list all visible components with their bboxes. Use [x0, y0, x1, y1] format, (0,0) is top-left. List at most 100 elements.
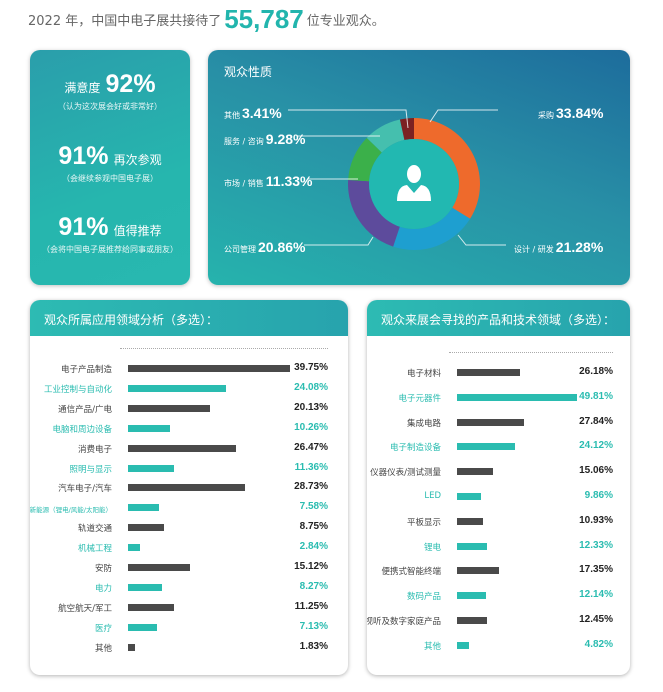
bar-value: 10.26%: [294, 421, 328, 433]
person-icon: [397, 165, 431, 201]
bar-row: 通信产品/广电 20.13%: [30, 402, 328, 416]
bar: [457, 517, 484, 525]
bar-row: 消费电子 26.47%: [30, 442, 328, 456]
label-marketing: 市场 / 销售 11.33%: [224, 173, 313, 189]
bar-label: 通信产品/广电: [58, 404, 112, 415]
bar-label: LED: [424, 491, 441, 501]
bar: [457, 542, 487, 550]
donut-slice-1: [393, 207, 471, 250]
bar-label: 机械工程: [77, 544, 112, 555]
label-service: 服务 / 咨询 9.28%: [224, 131, 306, 147]
stat-value: 91%: [58, 213, 109, 241]
bar-row: 仪器仪表/测试测量 15.06%: [367, 465, 613, 479]
bar-value: 10.93%: [579, 514, 613, 526]
dotted-divider: [449, 352, 613, 353]
label-management: 公司管理 20.86%: [224, 239, 306, 255]
bar: [128, 643, 136, 651]
bar-row: 其他 1.83%: [30, 641, 328, 655]
bar-label: 医疗: [94, 623, 112, 634]
dotted-divider: [120, 348, 328, 349]
stat-satisfaction: 满意度 92% （认为这次展会好或非常好）: [30, 70, 190, 112]
bar-label: 平板显示: [406, 517, 441, 528]
bar: [128, 365, 291, 372]
stat-note: （认为这次展会好或非常好）: [58, 102, 162, 111]
bar-row: 电子制造设备 24.12%: [367, 440, 613, 454]
bar: [128, 564, 190, 571]
stat-label: 再次参观: [113, 153, 162, 167]
bar-label: 照明与显示: [69, 464, 112, 475]
bar: [457, 443, 516, 451]
stat-note: （会继续参观中国电子展）: [62, 174, 158, 183]
bar: [457, 617, 487, 624]
bar-row: 航空航天/军工 11.25%: [30, 601, 328, 615]
headline-suffix: 位专业观众。: [306, 14, 385, 29]
bar-label: 视听及数字家庭产品: [367, 617, 441, 627]
donut-slice-3: [348, 137, 382, 182]
bar-label: 锂电: [423, 542, 441, 553]
satisfaction-card: 满意度 92% （认为这次展会好或非常好） 91% 再次参观 （会继续参观中国电…: [30, 50, 190, 285]
stat-label: 满意度: [64, 81, 101, 95]
donut-center: [369, 139, 459, 229]
stat-label: 值得推荐: [113, 224, 162, 238]
bar: [128, 544, 140, 552]
bar-value: 7.58%: [299, 501, 328, 513]
bar-row: 电子元器件 49.81%: [367, 391, 613, 405]
bar-row: 平板显示 10.93%: [367, 515, 613, 529]
bar-value: 2.84%: [299, 541, 328, 553]
audience-nature-card: 观众性质 采购 33.84% 设计 / 研发 21.28% 公司管理 20.86% 市…: [208, 50, 630, 285]
bar-value: 9.86%: [584, 490, 613, 501]
bar-value: 26.47%: [294, 441, 328, 453]
bar-value: 15.06%: [579, 465, 613, 477]
bar-label: 电脑和周边设备: [52, 424, 112, 435]
bar-value: 20.13%: [294, 401, 328, 413]
bar-label: 电子制造设备: [389, 443, 441, 454]
bar-value: 39.75%: [294, 362, 328, 373]
label-design: 设计 / 研发 21.28%: [514, 239, 604, 255]
bar-label: 电子产品制造: [60, 365, 112, 375]
bar: [457, 418, 525, 426]
bar: [128, 623, 158, 631]
chart-title: 观众性质: [224, 65, 273, 79]
stat-revisit: 91% 再次参观 （会继续参观中国电子展）: [30, 142, 190, 184]
bar-row: LED 9.86%: [367, 490, 613, 504]
bar-row: 电子材料 26.18%: [367, 366, 613, 380]
bar-label: 安防: [94, 564, 112, 574]
bar: [128, 464, 175, 472]
bar-label: 轨道交通: [77, 524, 112, 535]
bar-value: 8.75%: [299, 521, 328, 533]
bar-label: 电子材料: [406, 369, 441, 379]
bar-value: 8.27%: [299, 580, 328, 592]
bar: [128, 583, 162, 591]
stat-note: （会将中国电子展推荐给同事或朋友）: [42, 245, 178, 254]
donut-slice-2: [348, 179, 400, 247]
stat-value: 91%: [58, 142, 109, 170]
bar: [457, 468, 494, 476]
bar-value: 11.36%: [294, 461, 328, 473]
bar-row: 集成电路 27.84%: [367, 416, 613, 430]
bar-label: 其他: [94, 643, 112, 654]
bar: [457, 369, 521, 376]
bar-label: 便携式智能终端: [381, 567, 441, 578]
bar-value: 15.12%: [294, 561, 328, 572]
bar-label: 新能源（锂电/风能/太阳能）: [30, 506, 112, 515]
stat-value: 92%: [105, 70, 156, 98]
bar-label: 汽车电子/汽车: [58, 484, 112, 495]
bar-value: 7.13%: [299, 620, 328, 632]
bar-value: 12.14%: [579, 589, 613, 601]
donut-slice-0: [414, 118, 480, 219]
bar: [457, 592, 487, 600]
bar-label: 工业控制与自动化: [43, 384, 112, 395]
bar-label: 其他: [423, 641, 441, 652]
leader-line-2: [304, 236, 374, 246]
visitor-count: 55,787: [224, 4, 304, 34]
panel-title: 观众所属应用领域分析（多选）：: [30, 300, 348, 336]
headline: 2022 年，中国中电子展共接待了 55,787 位专业观众。: [28, 4, 385, 35]
bar-value: 11.25%: [294, 600, 328, 612]
headline-prefix: 2022 年，中国中电子展共接待了: [28, 14, 222, 29]
bar-label: 集成电路: [406, 418, 441, 429]
bar-row: 汽车电子/汽车 28.73%: [30, 481, 328, 495]
bar-value: 24.08%: [294, 381, 328, 393]
bar-label: 电子元器件: [398, 393, 441, 404]
bar: [128, 524, 164, 532]
donut-slice-4: [366, 119, 405, 153]
